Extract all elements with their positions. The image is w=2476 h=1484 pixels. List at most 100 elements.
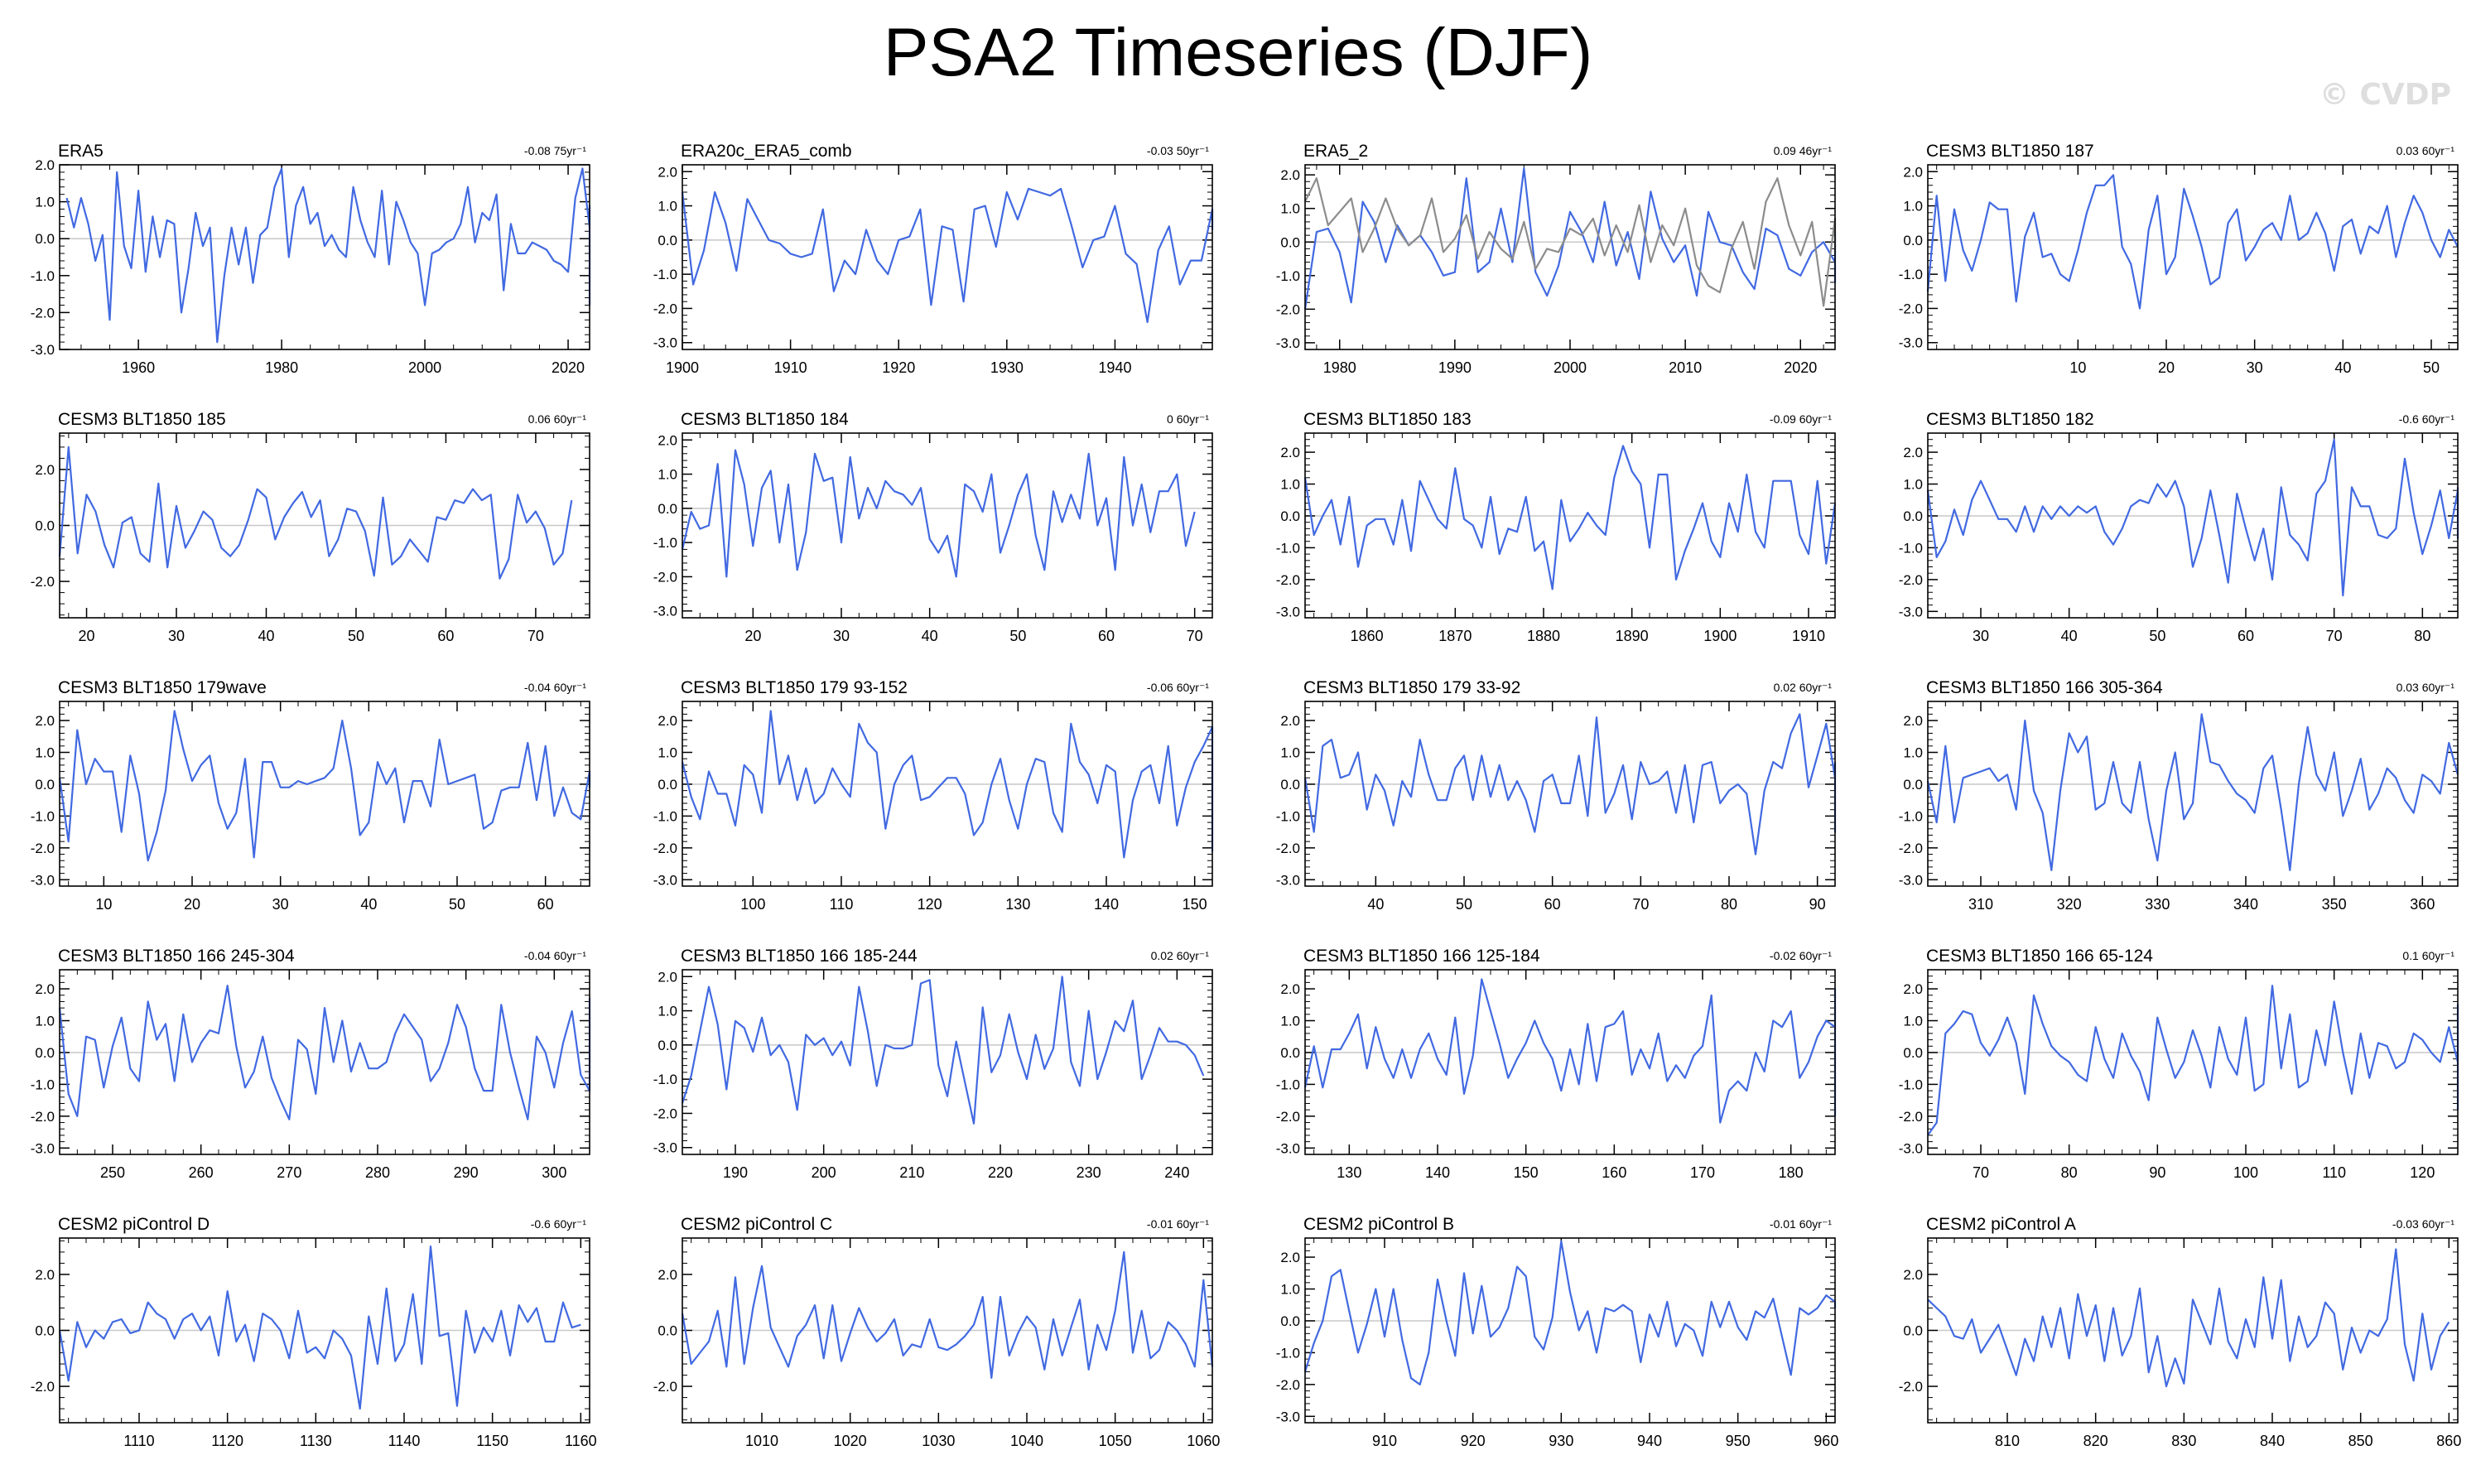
y-tick-label: -3.0	[31, 872, 55, 888]
x-tick-label: 50	[1456, 896, 1472, 913]
panel-trend-label: -0.01 60yr⁻¹	[1770, 1217, 1832, 1231]
panel-18: CESM2 piControl C -0.01 60yr⁻¹ -2.0 0.0 2.0 1…	[653, 1215, 1221, 1449]
x-tick-label: 2000	[408, 359, 441, 376]
x-tick-label: 10	[95, 896, 112, 913]
y-tick-label: 2.0	[35, 713, 55, 729]
y-tick-label: 0.0	[658, 777, 677, 793]
x-tick-label: 150	[1183, 896, 1207, 913]
panel-12: CESM3 BLT1850 166 305-364 0.03 60yr⁻¹ -3.0…	[1899, 678, 2459, 913]
x-tick-label: 130	[1337, 1164, 1361, 1181]
series-line	[681, 710, 1214, 859]
x-tick-label: 1020	[834, 1433, 867, 1449]
plot-frame	[682, 164, 1213, 350]
y-tick-label: -2.0	[31, 1379, 55, 1395]
panel-title: CESM3 BLT1850 166 125-184	[1303, 947, 1540, 966]
y-tick-label: 1.0	[658, 745, 677, 761]
y-tick-label: 1.0	[1280, 745, 1300, 761]
panel-title: CESM2 piControl B	[1303, 1215, 1454, 1234]
plot-frame	[59, 969, 590, 1155]
series-line	[1303, 167, 1837, 310]
y-tick-label: 0.0	[35, 777, 55, 793]
x-tick-label: 220	[988, 1164, 1013, 1181]
x-tick-label: 70	[1632, 896, 1649, 913]
x-tick-label: 120	[2410, 1164, 2435, 1181]
panel-20: CESM2 piControl A -0.03 60yr⁻¹ -2.0 0.0 2.0 8…	[1899, 1215, 2462, 1449]
panel-title: CESM2 piControl D	[58, 1215, 210, 1234]
x-tick-label: 40	[2061, 628, 2078, 644]
x-tick-label: 140	[1094, 896, 1119, 913]
y-tick-label: -1.0	[653, 535, 677, 551]
y-tick-label: -1.0	[31, 268, 55, 284]
y-tick-label: -2.0	[653, 301, 677, 316]
x-tick-label: 240	[1164, 1164, 1189, 1181]
x-tick-label: 1890	[1616, 628, 1649, 644]
panel-title: CESM3 BLT1850 187	[1926, 142, 2094, 161]
x-tick-label: 40	[2334, 359, 2351, 376]
plot-frame	[1304, 1237, 1836, 1424]
plot-frame	[1927, 1237, 2459, 1424]
x-tick-label: 1150	[476, 1433, 508, 1449]
panel-8: CESM3 BLT1850 182 -0.6 60yr⁻¹ -3.0 -2.0 -1.0…	[1899, 410, 2459, 644]
y-tick-label: 0.0	[658, 1038, 677, 1053]
y-tick-label: 2.0	[1903, 164, 1923, 180]
x-tick-label: 130	[1005, 896, 1030, 913]
series-line	[681, 449, 1196, 578]
series-line	[1927, 1248, 2450, 1388]
y-tick-label: -1.0	[1276, 268, 1300, 284]
y-tick-label: 0.0	[1280, 1313, 1300, 1329]
panel-title: CESM3 BLT1850 166 305-364	[1926, 678, 2163, 697]
x-tick-label: 1980	[1323, 359, 1356, 376]
x-tick-label: 920	[1461, 1433, 1486, 1449]
series-line	[1303, 713, 1837, 855]
y-tick-label: 2.0	[1280, 167, 1300, 183]
x-tick-label: 2020	[1784, 359, 1817, 376]
panel-15: CESM3 BLT1850 166 125-184 -0.02 60yr⁻¹ -3.…	[1276, 947, 1837, 1181]
plot-frame	[59, 701, 590, 887]
y-tick-label: 0.0	[1280, 1045, 1300, 1061]
x-tick-label: 300	[542, 1164, 566, 1181]
x-tick-label: 1870	[1438, 628, 1472, 644]
panel-trend-label: 0.06 60yr⁻¹	[528, 412, 587, 426]
plot-frame	[1927, 701, 2459, 887]
plot-frame	[1304, 701, 1836, 887]
y-tick-label: -1.0	[31, 1077, 55, 1092]
plot-frame	[59, 164, 590, 350]
secondary-series-line	[1304, 177, 1837, 307]
x-tick-label: 1980	[265, 359, 298, 376]
y-tick-label: 1.0	[1903, 745, 1923, 761]
y-tick-label: 0.0	[35, 231, 55, 247]
y-tick-label: 1.0	[35, 195, 55, 210]
panel-trend-label: 0.02 60yr⁻¹	[1774, 681, 1833, 694]
panel-4: CESM3 BLT1850 187 0.03 60yr⁻¹ -3.0 -2.0 -1.0…	[1899, 142, 2459, 376]
panel-title: CESM3 BLT1850 179wave	[58, 678, 267, 697]
y-tick-label: 0.0	[658, 1323, 677, 1339]
x-tick-label: 20	[744, 628, 761, 644]
y-tick-label: 2.0	[1280, 1250, 1300, 1265]
y-tick-label: 2.0	[35, 462, 55, 478]
x-tick-label: 850	[2348, 1433, 2373, 1449]
cvdp-watermark: © CVDP	[2319, 78, 2451, 112]
series-line	[58, 985, 591, 1120]
x-tick-label: 110	[2322, 1164, 2346, 1181]
y-tick-label: 1.0	[35, 745, 55, 761]
x-tick-label: 2020	[552, 359, 585, 376]
x-tick-label: 70	[1187, 628, 1203, 644]
series-line	[58, 1245, 581, 1410]
y-tick-label: -2.0	[653, 569, 677, 585]
x-tick-label: 1910	[1792, 628, 1825, 644]
x-tick-label: 40	[922, 628, 938, 644]
plot-frame	[59, 1237, 590, 1424]
series-line	[1926, 174, 2459, 310]
y-tick-label: 2.0	[1903, 1267, 1923, 1283]
series-line	[1926, 438, 2459, 597]
x-tick-label: 1050	[1099, 1433, 1132, 1449]
panel-title: CESM3 BLT1850 184	[681, 410, 849, 429]
y-tick-label: 1.0	[1280, 1282, 1300, 1298]
x-tick-label: 50	[1009, 628, 1026, 644]
y-tick-label: 1.0	[1280, 201, 1300, 217]
y-tick-label: -3.0	[1899, 335, 1923, 351]
y-tick-label: 2.0	[658, 164, 677, 180]
x-tick-label: 30	[168, 628, 185, 644]
x-tick-label: 1900	[666, 359, 699, 376]
x-tick-label: 1880	[1527, 628, 1560, 644]
